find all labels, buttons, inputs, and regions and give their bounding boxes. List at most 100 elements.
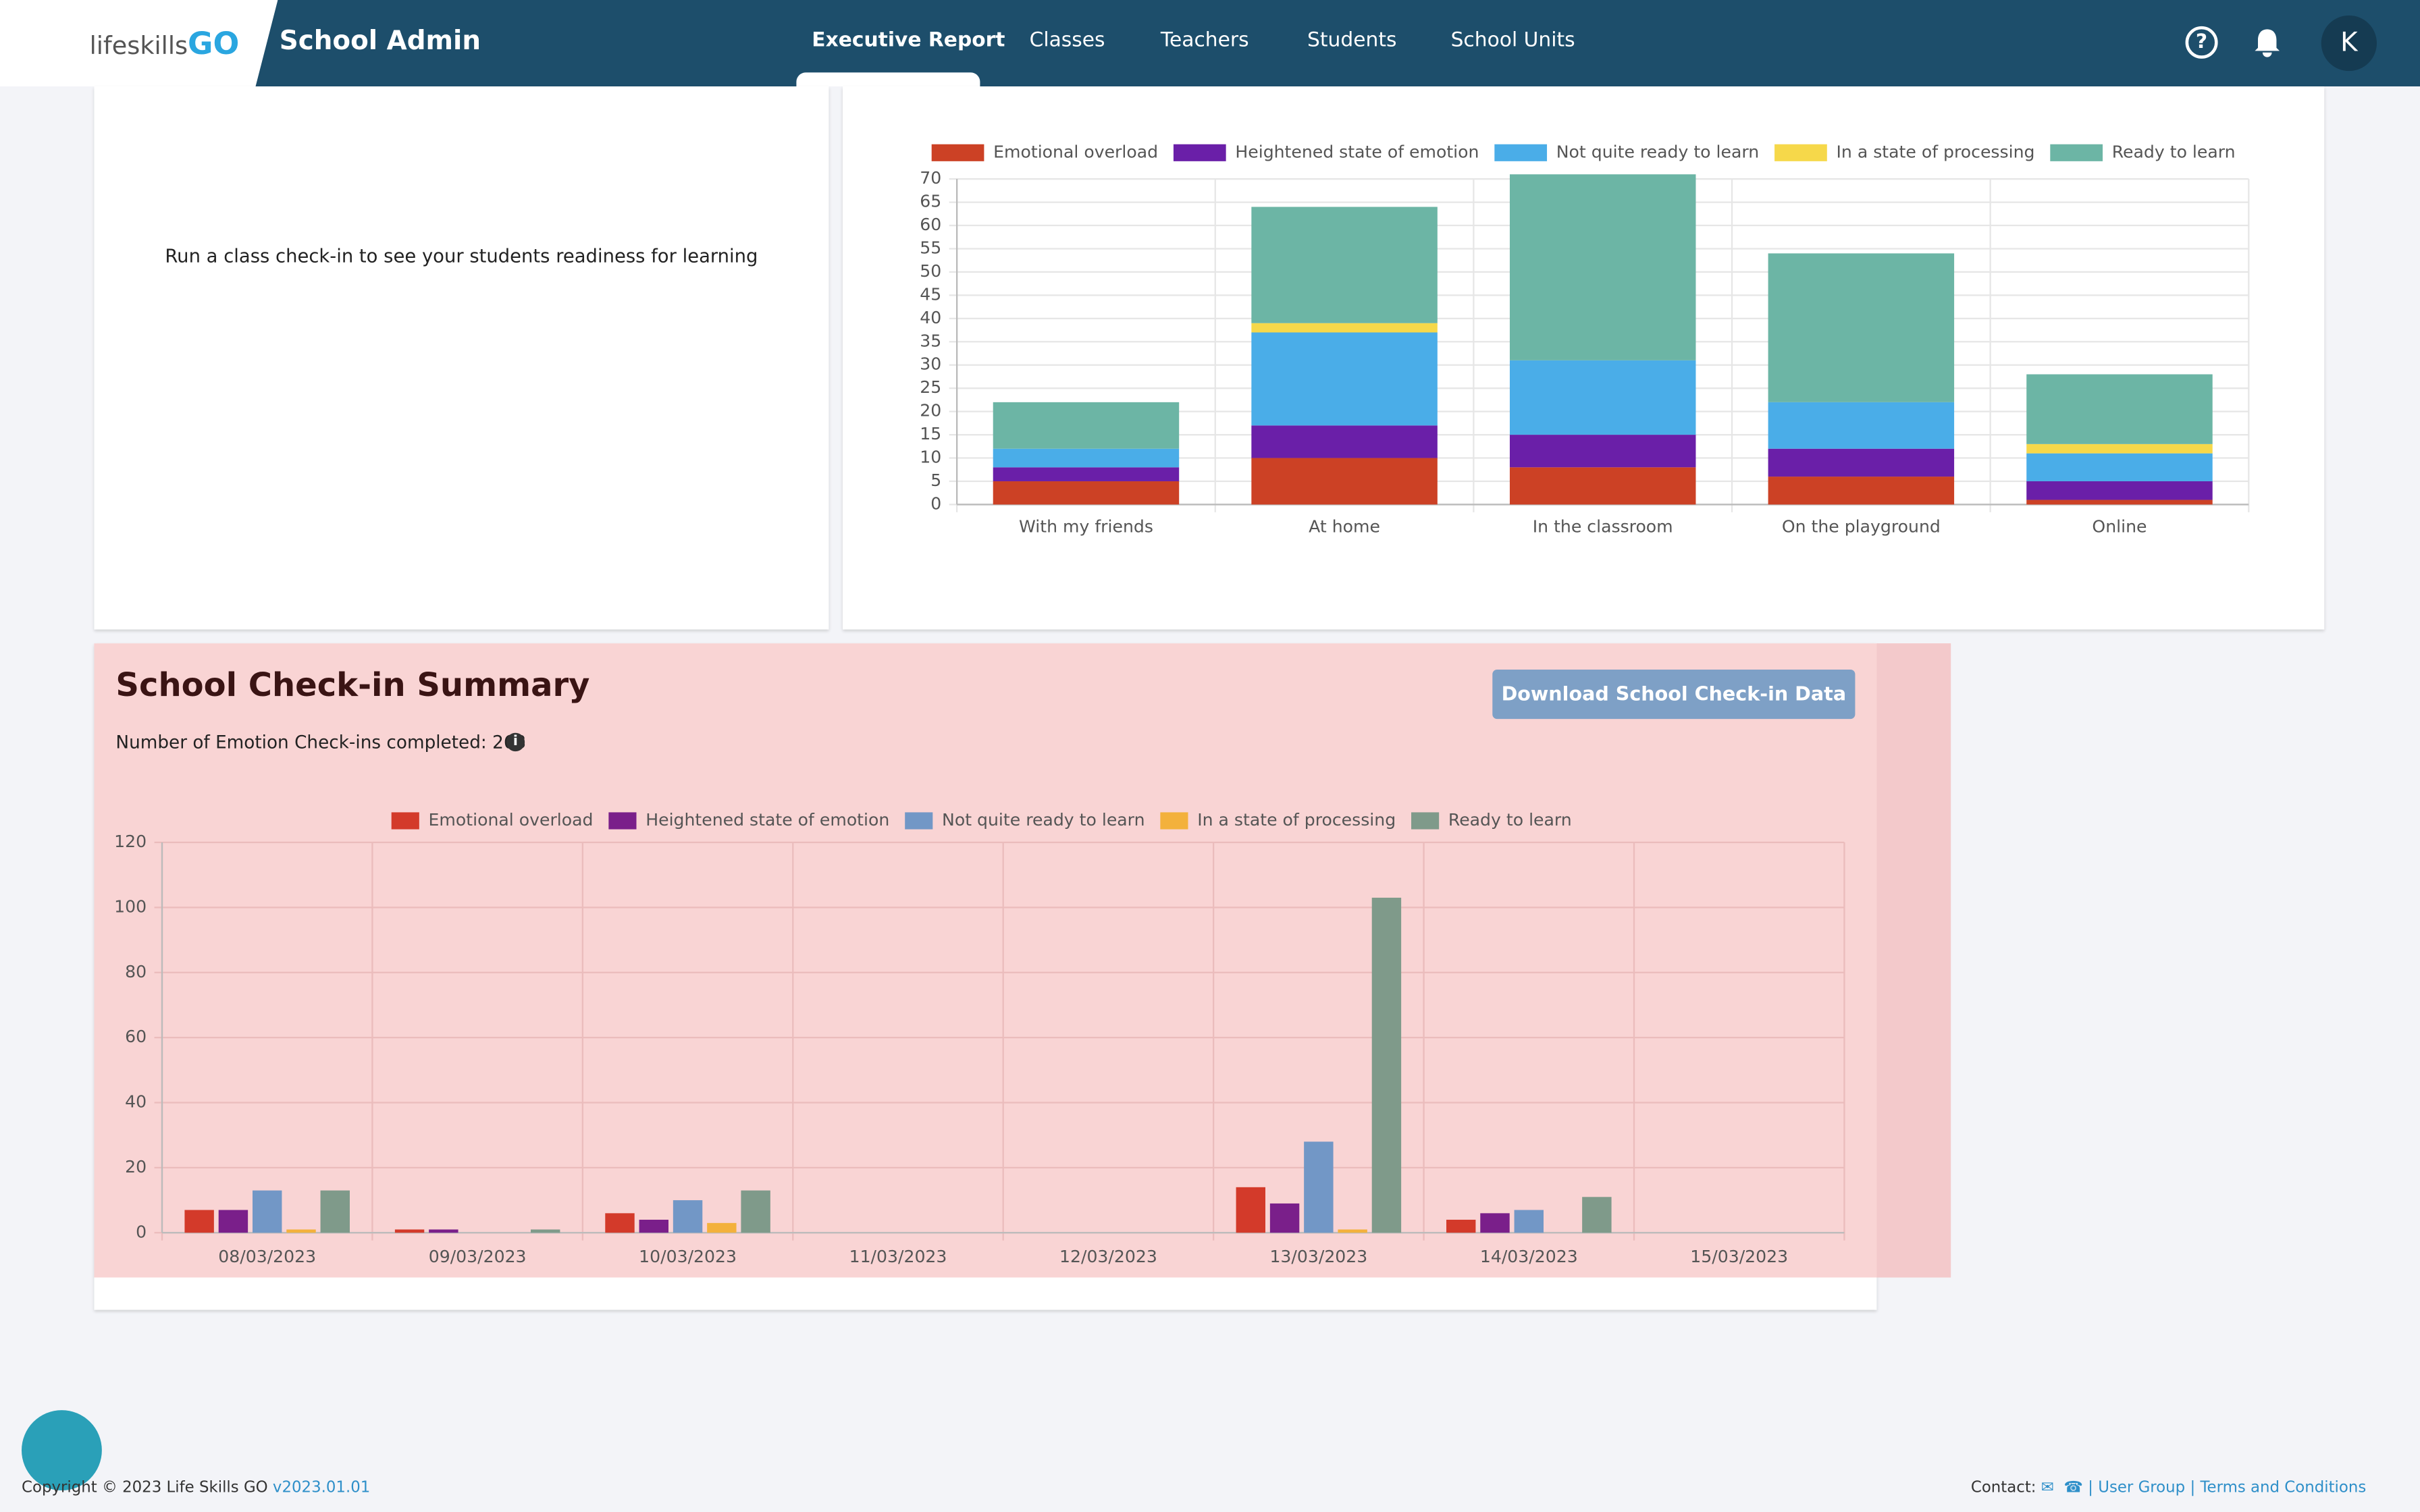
app-title: School Admin	[279, 26, 481, 57]
legend-label: Heightened state of emotion	[1235, 142, 1479, 161]
legend-label: In a state of processing	[1197, 810, 1396, 830]
bar-segment	[1251, 207, 1438, 323]
bar	[1371, 897, 1402, 1233]
download-button[interactable]: Download School Check-in Data	[1492, 669, 1856, 720]
legend: Emotional overload Heightened state of em…	[391, 810, 1572, 830]
bar	[1304, 1141, 1334, 1233]
bar-segment	[2026, 374, 2213, 444]
download-label: Download School Check-in Data	[1501, 682, 1847, 705]
y-tick-label: 40	[125, 1092, 147, 1112]
terms-link[interactable]: Terms and Conditions	[2200, 1479, 2367, 1497]
legend-swatch	[1160, 812, 1188, 830]
nav-item[interactable]: Classes	[1029, 29, 1105, 53]
bar-segment	[1509, 360, 1696, 435]
summary-highlight	[94, 643, 1951, 1278]
logo	[0, 0, 278, 86]
x-tick-label: 14/03/2023	[1480, 1247, 1578, 1266]
bar	[218, 1210, 248, 1233]
y-tick-label: 20	[920, 401, 941, 421]
x-tick-label: Online	[2092, 517, 2147, 537]
x-tick-label: With my friends	[1019, 517, 1153, 537]
y-tick-label: 50	[920, 261, 941, 281]
help-button[interactable]: ?	[2185, 26, 2218, 59]
bar	[1338, 1229, 1367, 1233]
y-tick-label: 45	[920, 284, 941, 304]
header: lifeskillsGO School Admin Executive Repo…	[0, 0, 2420, 86]
y-tick-label: 30	[920, 354, 941, 374]
info-icon[interactable]: i	[506, 732, 525, 752]
stacked-bar-chart: 0 5 10 15 20 25 30 35 40 45 50 55 60 65 70 With my frie…	[920, 142, 2250, 537]
legend-swatch	[608, 812, 637, 830]
bar-segment	[1251, 323, 1438, 333]
y-tick-label: 60	[125, 1027, 147, 1046]
chat-button[interactable]	[21, 1410, 102, 1490]
bar	[1514, 1210, 1544, 1233]
version[interactable]: v2023.01.01	[272, 1479, 371, 1497]
y-tick-label: 40	[920, 308, 941, 327]
y-tick-label: 55	[920, 238, 941, 257]
x-tick-label: At home	[1309, 517, 1380, 537]
grouped-bar-chart: 0 20 40 60 80 100 120 08/03/2023 09/03/2023 10/03…	[114, 810, 1845, 1266]
bar-segment	[993, 481, 1180, 505]
legend-label: In a state of processing	[1837, 142, 2035, 161]
notifications-button[interactable]	[2253, 28, 2281, 59]
bar-segment	[993, 448, 1180, 468]
legend-label: Heightened state of emotion	[646, 810, 889, 830]
user-group-link[interactable]: User Group	[2098, 1479, 2186, 1497]
x-tick-label: 13/03/2023	[1269, 1247, 1367, 1266]
legend-swatch	[1774, 144, 1827, 161]
nav-item[interactable]: Teachers	[1160, 29, 1249, 53]
bar-segment	[1509, 174, 1696, 360]
bar	[184, 1210, 214, 1233]
x-tick-label: 11/03/2023	[849, 1247, 947, 1266]
avatar[interactable]: K	[2321, 15, 2377, 72]
legend-label: Emotional overload	[993, 142, 1158, 161]
bar	[1236, 1187, 1265, 1233]
bar-segment	[1768, 477, 1955, 505]
legend-label: Not quite ready to learn	[1556, 142, 1759, 161]
nav-item[interactable]: Executive Report	[812, 29, 1005, 53]
legend-label: Emotional overload	[429, 810, 594, 830]
bar-segment	[1251, 332, 1438, 426]
x-tick-label: 15/03/2023	[1690, 1247, 1788, 1266]
bar-segment	[1509, 435, 1696, 468]
panel-message: Run a class check-in to see your student…	[165, 245, 758, 267]
bar-segment	[2026, 481, 2213, 500]
legend-label: Ready to learn	[2112, 142, 2236, 161]
x-tick-label: 10/03/2023	[639, 1247, 737, 1266]
legend-swatch	[905, 812, 933, 830]
y-tick-label: 10	[920, 448, 941, 467]
x-tick-label: On the playground	[1782, 517, 1941, 537]
bar-segment	[1768, 448, 1955, 477]
bar	[707, 1222, 737, 1233]
y-tick-label: 35	[920, 331, 941, 350]
bar-segment	[1509, 467, 1696, 505]
copyright: Copyright © 2023 Life Skills GO	[21, 1479, 268, 1497]
legend: Emotional overload Heightened state of em…	[931, 142, 2236, 161]
y-tick-label: 0	[136, 1222, 147, 1241]
footer-right: Contact: ✉ ☎ | User Group | Terms and Co…	[1970, 1479, 2367, 1497]
brand-prefix: lifeskills	[89, 30, 188, 61]
bar	[530, 1229, 560, 1233]
x-tick-label: 08/03/2023	[218, 1247, 316, 1266]
nav-item[interactable]: Students	[1307, 29, 1397, 53]
bar-segment	[2026, 500, 2213, 505]
legend-swatch	[931, 144, 984, 161]
bar-segment	[2026, 453, 2213, 481]
y-tick-label: 70	[920, 168, 941, 188]
contact-label: Contact:	[1970, 1479, 2036, 1497]
bar	[639, 1220, 668, 1233]
bar	[286, 1229, 316, 1233]
summary-title: School Check-in Summary	[115, 666, 590, 704]
bar-segment	[993, 402, 1180, 449]
y-tick-label: 20	[125, 1157, 147, 1177]
bar	[429, 1229, 458, 1233]
y-tick-label: 120	[114, 832, 147, 851]
count-line: Number of Emotion Check-ins completed: 2…	[115, 731, 526, 753]
nav-item[interactable]: School Units	[1450, 29, 1575, 53]
chart-panel: 0 5 10 15 20 25 30 35 40 45 50 55 60 65 70 With my frie…	[842, 86, 2325, 630]
bar	[1582, 1197, 1612, 1233]
x-tick-label: 09/03/2023	[429, 1247, 527, 1266]
legend-label: Ready to learn	[1448, 810, 1572, 830]
